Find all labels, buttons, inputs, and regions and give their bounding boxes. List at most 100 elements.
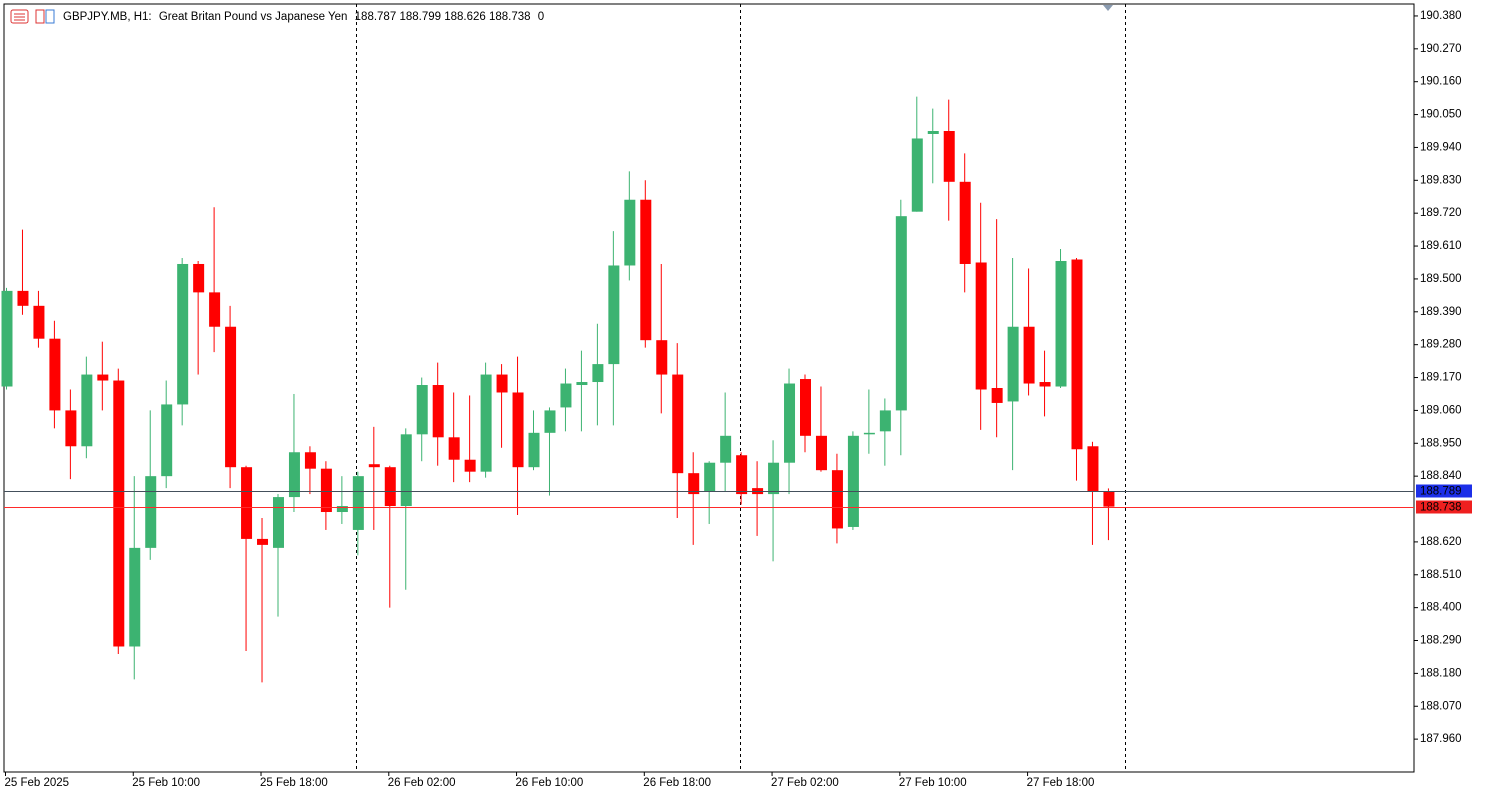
candle-body bbox=[320, 468, 332, 513]
candle bbox=[161, 380, 173, 489]
y-tick-label: 189.720 bbox=[1420, 207, 1462, 219]
candle-body bbox=[768, 462, 780, 495]
candle bbox=[895, 199, 907, 456]
candle-body bbox=[81, 374, 93, 447]
candle-body bbox=[831, 470, 843, 529]
y-tick-label: 188.400 bbox=[1420, 602, 1462, 614]
candle-body bbox=[1, 290, 13, 387]
candle-body bbox=[1007, 326, 1019, 402]
candle bbox=[624, 171, 636, 281]
candle-body bbox=[879, 410, 891, 432]
candle bbox=[384, 465, 396, 608]
candle-body bbox=[815, 435, 827, 471]
icon bbox=[35, 9, 45, 24]
x-tick-label: 27 Feb 02:00 bbox=[771, 777, 839, 789]
candle-body bbox=[416, 385, 428, 435]
y-tick-label: 188.620 bbox=[1420, 536, 1462, 548]
candle bbox=[800, 374, 811, 453]
candle bbox=[448, 392, 460, 483]
candle bbox=[225, 305, 237, 489]
header: GBPJPY.MB, H1: Great Britan Pound vs Jap… bbox=[63, 11, 544, 23]
candle bbox=[879, 398, 891, 466]
y-tick-label: 189.280 bbox=[1420, 339, 1462, 351]
candle bbox=[17, 229, 29, 315]
candle bbox=[480, 362, 492, 478]
x-tick-label: 25 Feb 2025 bbox=[5, 777, 70, 789]
candle-body bbox=[975, 262, 987, 390]
candle-body bbox=[847, 435, 859, 527]
candle bbox=[975, 202, 987, 430]
candle bbox=[81, 356, 93, 459]
candle-body bbox=[464, 459, 476, 472]
y-tick-label: 189.170 bbox=[1420, 372, 1462, 384]
candle bbox=[528, 410, 540, 471]
candle bbox=[608, 231, 620, 426]
candle bbox=[592, 323, 604, 426]
candle-body bbox=[65, 410, 77, 447]
candle-body bbox=[288, 452, 300, 498]
candle-body bbox=[17, 290, 29, 306]
candle-body bbox=[895, 216, 907, 411]
y-tick-label: 189.390 bbox=[1420, 306, 1462, 318]
candle bbox=[1071, 258, 1083, 481]
y-tick-label: 189.830 bbox=[1420, 174, 1462, 186]
candle-body bbox=[368, 464, 380, 468]
candle bbox=[943, 99, 955, 221]
candle bbox=[352, 471, 364, 556]
low-value: 188.626 bbox=[444, 11, 486, 23]
candle-body bbox=[640, 199, 652, 341]
candle-body bbox=[1071, 259, 1083, 450]
candle bbox=[1023, 268, 1035, 396]
candle bbox=[241, 465, 253, 651]
candle bbox=[672, 343, 684, 518]
candle bbox=[416, 377, 428, 462]
candle-body bbox=[576, 382, 588, 386]
price-label-box bbox=[1416, 500, 1472, 514]
candle-body bbox=[304, 452, 316, 469]
header-icons bbox=[10, 9, 55, 24]
candle-body bbox=[704, 462, 716, 492]
description: Great Britan Pound vs Japanese Yen bbox=[159, 11, 348, 23]
candle bbox=[400, 428, 412, 590]
candle bbox=[927, 108, 939, 184]
spread: 0 bbox=[538, 11, 544, 23]
candle bbox=[177, 258, 189, 426]
candle bbox=[688, 452, 700, 545]
candle-body bbox=[608, 265, 620, 365]
candle bbox=[368, 426, 380, 530]
candle bbox=[815, 386, 827, 472]
candle-body bbox=[480, 374, 492, 472]
candle-body bbox=[800, 379, 811, 436]
candle-body bbox=[97, 374, 109, 381]
candle-body bbox=[959, 181, 971, 264]
y-tick-label: 190.380 bbox=[1420, 10, 1462, 22]
candle-body bbox=[927, 131, 939, 134]
candle bbox=[863, 389, 875, 454]
candle-body bbox=[592, 364, 604, 383]
candle bbox=[911, 96, 923, 212]
x-tick-label: 27 Feb 10:00 bbox=[899, 777, 967, 789]
x-tick-label: 27 Feb 18:00 bbox=[1027, 777, 1095, 789]
candle bbox=[257, 517, 269, 683]
candle-body bbox=[544, 410, 556, 433]
candle bbox=[560, 368, 572, 432]
candle bbox=[432, 362, 444, 466]
symbol: GBPJPY.MB, H1: bbox=[63, 11, 152, 23]
period-separators bbox=[356, 4, 1126, 772]
candle bbox=[544, 407, 556, 496]
candle-body bbox=[624, 199, 636, 266]
y-tick-label: 190.270 bbox=[1420, 43, 1462, 55]
x-tick-label: 25 Feb 18:00 bbox=[260, 777, 328, 789]
candle-body bbox=[272, 497, 284, 548]
open-value: 188.787 bbox=[355, 11, 397, 23]
candle bbox=[784, 368, 796, 495]
y-tick-label: 188.950 bbox=[1420, 437, 1462, 449]
candle-body bbox=[991, 388, 1003, 403]
candle bbox=[1, 287, 13, 390]
x-tick-label: 26 Feb 02:00 bbox=[388, 777, 456, 789]
candle-body bbox=[784, 383, 796, 463]
candle bbox=[847, 431, 859, 530]
plot-frame bbox=[3, 3, 1415, 773]
y-tick-label: 190.160 bbox=[1420, 76, 1462, 88]
candle bbox=[1055, 249, 1067, 388]
